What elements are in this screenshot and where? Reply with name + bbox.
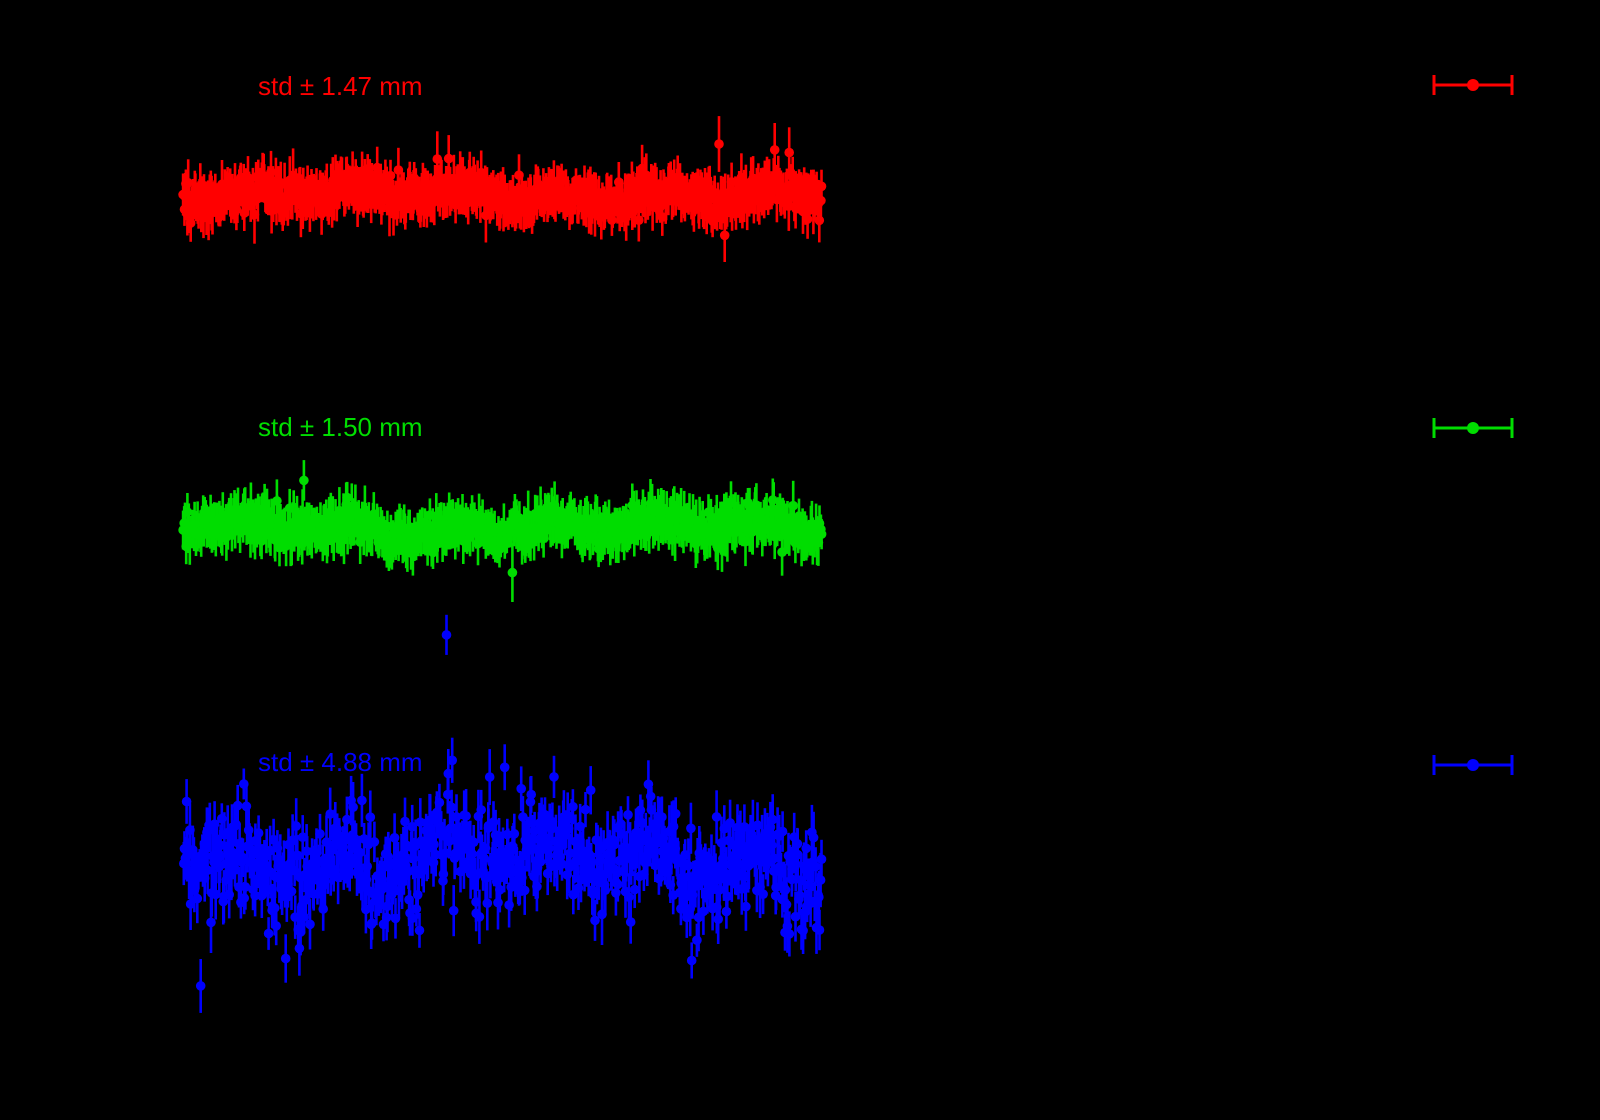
series-2-markers xyxy=(178,475,827,578)
series-1-sample-errorbar xyxy=(1432,75,1514,95)
series-2-sample-errorbar xyxy=(1432,418,1514,438)
series-3-errorbars xyxy=(182,614,823,1013)
series-1-markers xyxy=(178,139,827,241)
series-3-sample-errorbar xyxy=(1432,755,1514,775)
std-label-series-1: std ± 1.47 mm xyxy=(258,71,423,101)
std-label-series-2: std ± 1.50 mm xyxy=(258,412,423,442)
series-1-points xyxy=(178,116,827,262)
series-2-points xyxy=(178,460,827,602)
std-label-series-3: std ± 4.88 mm xyxy=(258,747,423,777)
series-3-points xyxy=(179,614,827,1013)
series-3-markers xyxy=(179,630,827,991)
